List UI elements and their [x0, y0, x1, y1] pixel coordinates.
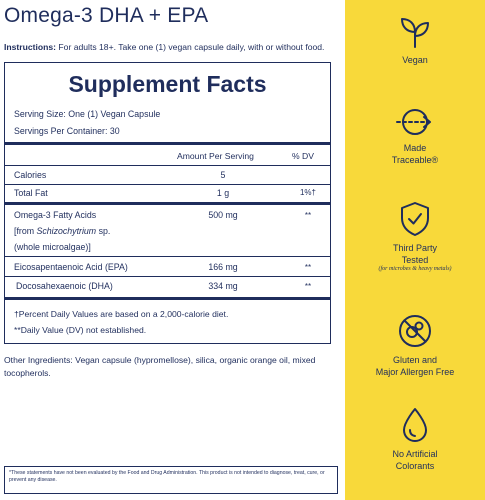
row-total-fat-dv: 1%† [299, 188, 316, 197]
row-total-fat-name: Total Fat [14, 188, 48, 198]
badge-panel: Vegan Made Traceable® Third Party Tested (… [345, 0, 485, 500]
supplement-facts-title: Supplement Facts [68, 71, 267, 97]
row-total-fat-amount: 1 g [216, 188, 230, 198]
row-omega3-source: [from Schizochytrium sp. [14, 226, 110, 236]
supplement-facts-panel: Supplement Facts Serving Size: One (1) V… [4, 62, 331, 344]
row-omega3-source-2: (whole microalgae)] [14, 242, 91, 252]
badge-allergen-free-label: Gluten and Major Allergen Free [345, 354, 485, 378]
badge-third-party-label-2: Tested [401, 255, 429, 265]
badge-no-colorants-label-2: Colorants [395, 461, 435, 471]
divider [5, 165, 330, 166]
badge-allergen-free: Gluten and Major Allergen Free [345, 312, 485, 378]
badge-allergen-free-label-2: Major Allergen Free [375, 367, 455, 377]
row-dha-amount: 334 mg [208, 281, 238, 291]
footnote-not-established: **Daily Value (DV) not established. [14, 325, 147, 335]
footnote-dv: †Percent Daily Values are based on a 2,0… [14, 309, 229, 319]
badge-no-colorants-label-1: No Artificial [392, 449, 438, 459]
badge-vegan-label: Vegan [402, 55, 428, 65]
instructions-label: Instructions: [4, 42, 57, 52]
badge-vegan: Vegan [345, 14, 485, 66]
badge-traceable: Made Traceable® [345, 106, 485, 166]
product-title: Omega-3 DHA + EPA [4, 4, 209, 27]
row-epa-dv: ** [304, 263, 312, 272]
divider-thick [5, 142, 330, 145]
row-epa-amount: 166 mg [208, 262, 238, 272]
droplet-icon [403, 408, 427, 442]
row-epa-name: Eicosapentaenoic Acid (EPA) [14, 262, 128, 272]
fda-disclaimer: *These statements have not been evaluate… [4, 466, 338, 494]
row-calories-name: Calories [14, 170, 47, 180]
row-omega3-amount: 500 mg [208, 210, 238, 220]
row-omega3-source-a: [from [14, 226, 37, 236]
divider [5, 276, 330, 277]
badge-no-colorants-label: No Artificial Colorants [345, 448, 485, 472]
col-header-amount: Amount Per Serving [177, 151, 254, 161]
row-dha-dv: ** [304, 282, 312, 291]
other-ingredients-label: Other Ingredients: [4, 355, 73, 365]
serving-size: Serving Size: One (1) Vegan Capsule [14, 109, 161, 119]
traceable-arrow-icon [396, 109, 431, 135]
badge-traceable-label: Made Traceable® [345, 142, 485, 166]
badge-allergen-free-label-1: Gluten and [392, 355, 438, 365]
label-panel: Omega-3 DHA + EPA Instructions: For adul… [4, 4, 339, 494]
badge-no-colorants: No Artificial Colorants [345, 406, 485, 472]
badge-third-party-sub: (for microbes & heavy metals) [378, 266, 452, 272]
sprout-icon [401, 18, 429, 48]
badge-third-party-label-1: Third Party [392, 243, 437, 253]
other-ingredients: Other Ingredients: Vegan capsule (hyprom… [4, 354, 339, 380]
row-omega3-source-italic: Schizochytrium [36, 226, 97, 236]
row-omega3-name: Omega-3 Fatty Acids [14, 210, 97, 220]
divider [5, 184, 330, 185]
badge-traceable-label-1: Made [403, 143, 427, 153]
divider [5, 256, 330, 257]
badge-third-party-label: Third Party Tested [345, 242, 485, 266]
allergen-free-icon [399, 315, 431, 347]
row-dha-name: Docosahexaenoic (DHA) [16, 281, 113, 291]
badge-third-party: Third Party Tested (for microbes & heavy … [345, 200, 485, 272]
divider-thick [5, 297, 330, 300]
servings-per-container: Servings Per Container: 30 [14, 126, 120, 136]
instructions: Instructions: For adults 18+. Take one (… [4, 42, 324, 52]
instructions-text: For adults 18+. Take one (1) vegan capsu… [56, 42, 325, 52]
row-omega3-source-b: sp. [96, 226, 111, 236]
row-omega3-dv: ** [304, 211, 312, 220]
col-header-dv: % DV [292, 151, 314, 161]
row-calories-amount: 5 [220, 170, 226, 180]
shield-check-icon [401, 202, 429, 236]
badge-traceable-label-2: Traceable® [391, 155, 439, 165]
divider-thick [5, 202, 330, 205]
other-ingredients-text: Vegan capsule (hypromellose), silica, or… [4, 355, 316, 378]
